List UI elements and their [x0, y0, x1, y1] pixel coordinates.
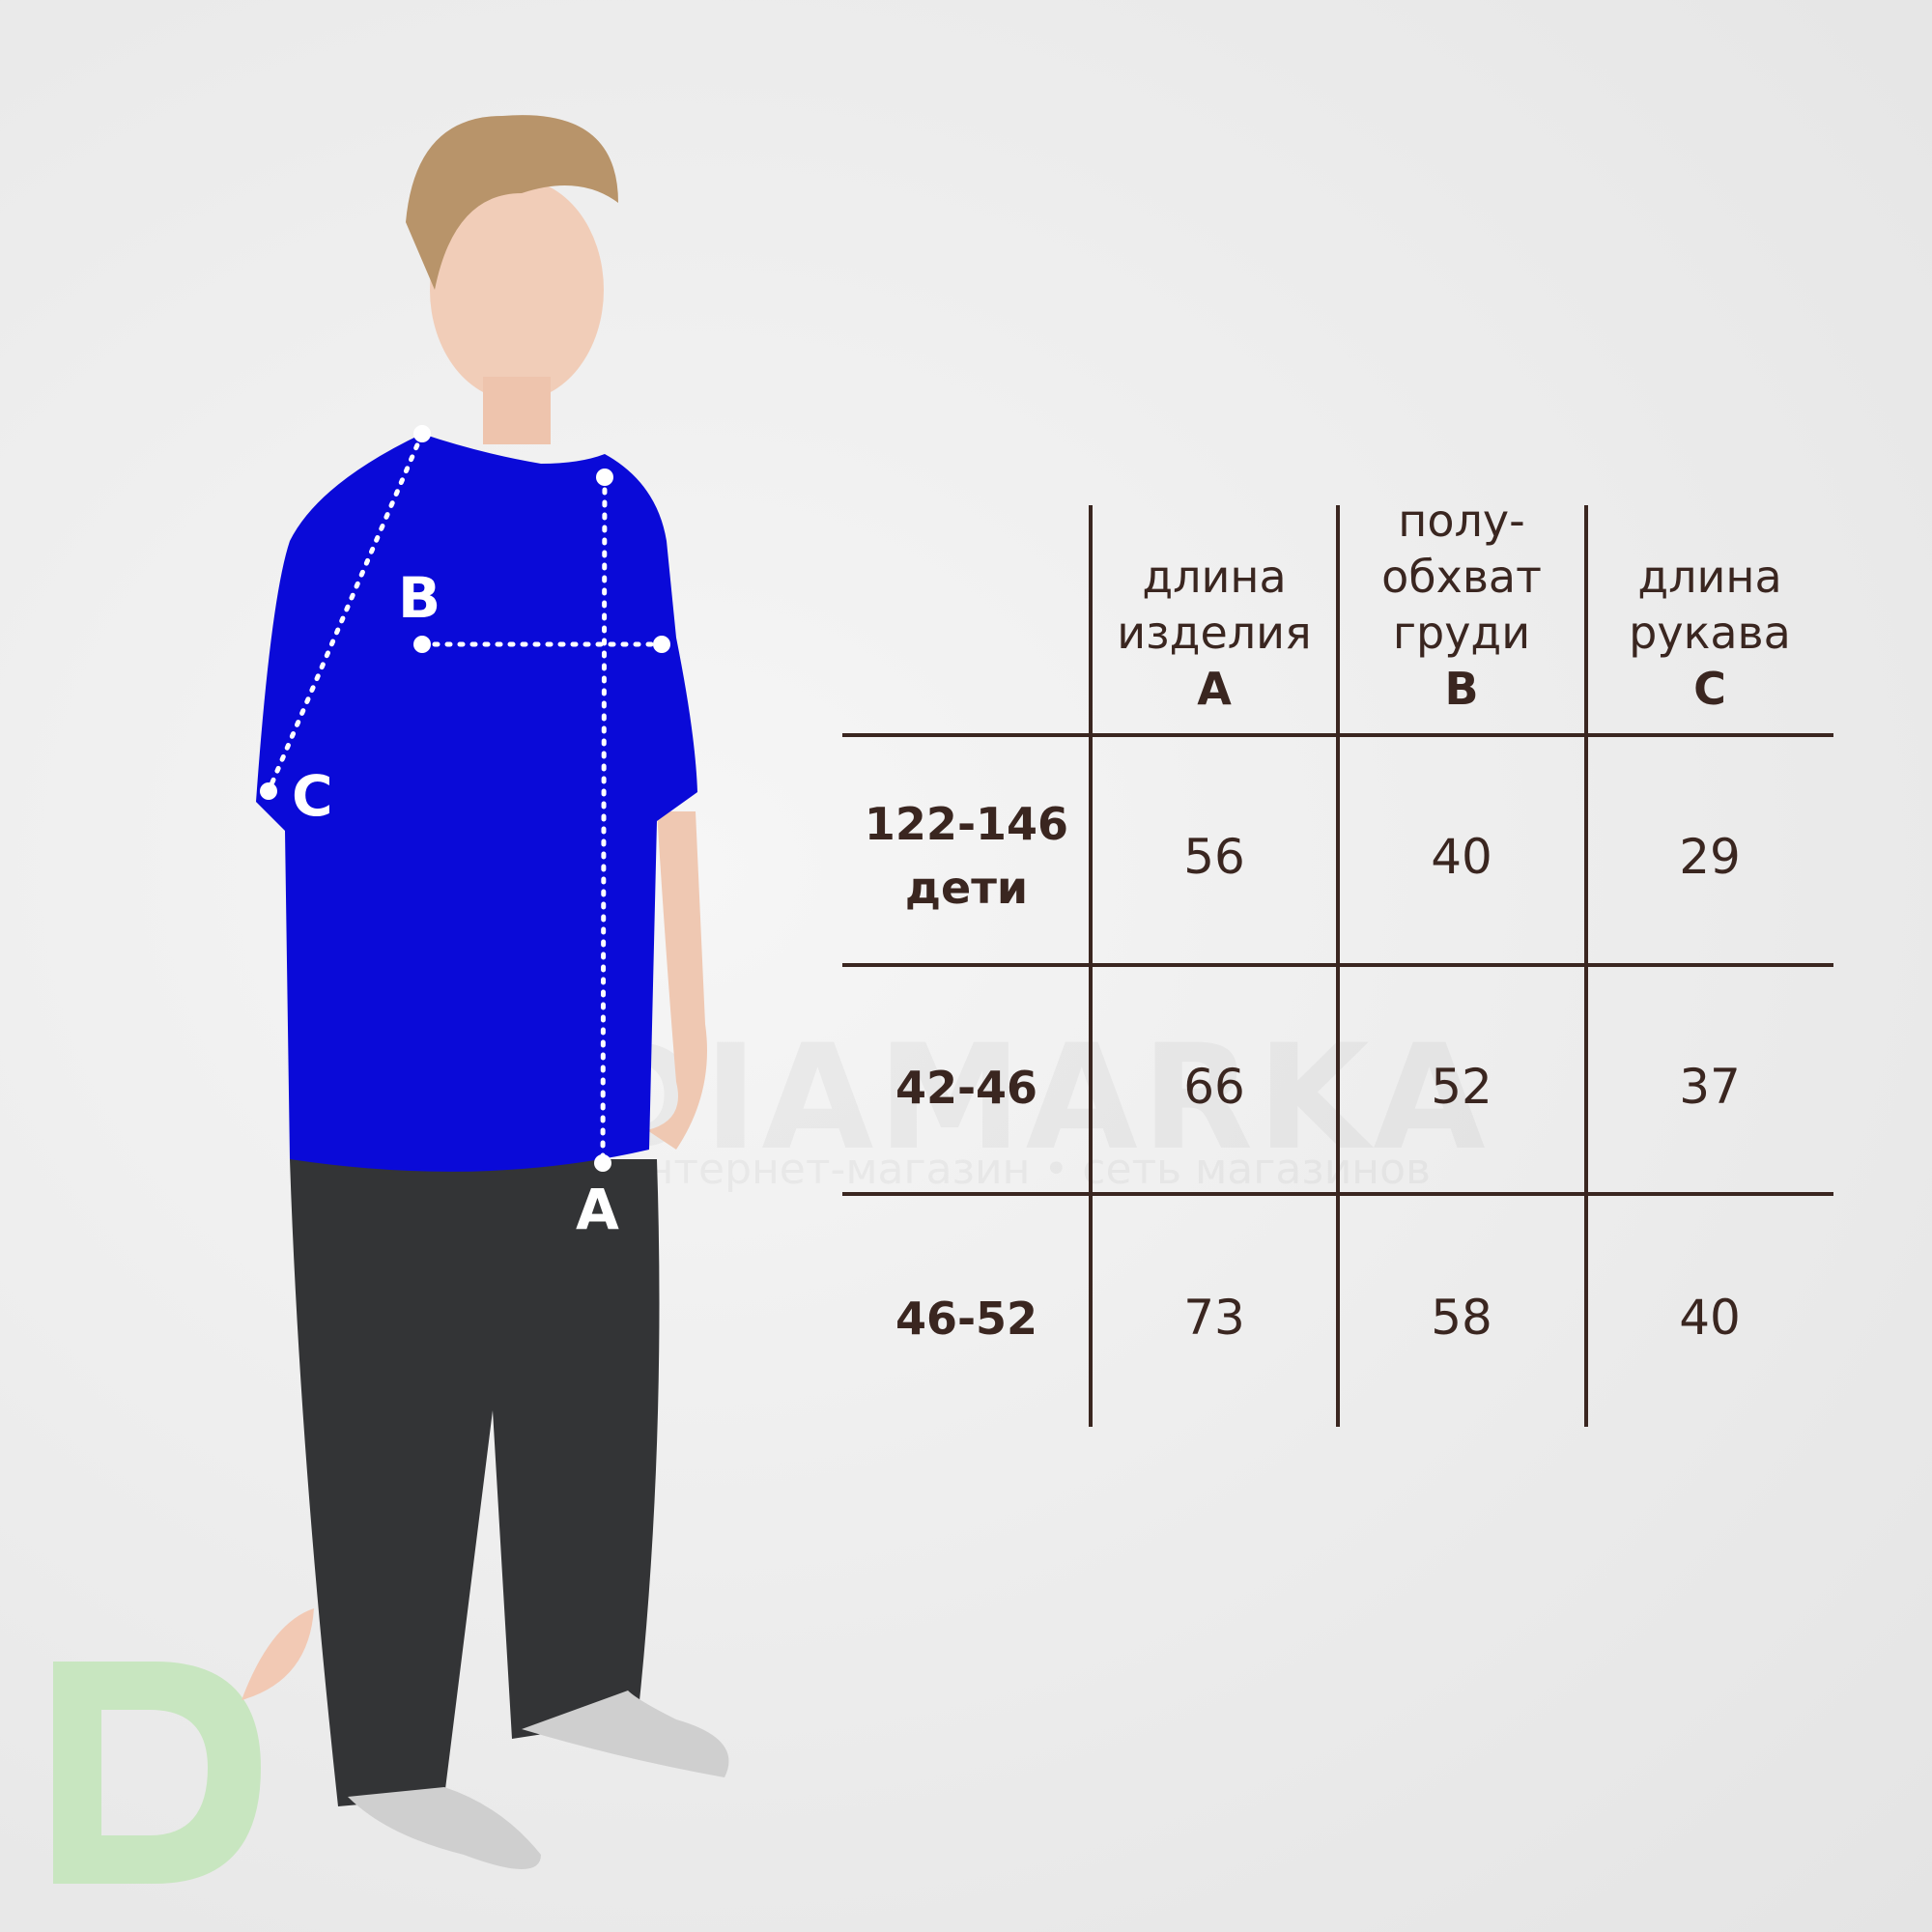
cell-sleeve: 29 — [1679, 829, 1741, 885]
row-size-label: 46-52 — [895, 1293, 1038, 1345]
marker-dot — [596, 469, 613, 486]
marker-dot — [653, 636, 670, 653]
column-header-length: длина изделия A — [1117, 551, 1312, 715]
neck — [483, 377, 551, 444]
marker-dot — [260, 782, 277, 800]
t-shirt — [256, 434, 697, 1172]
length-measure-line — [600, 474, 608, 1166]
column-header-sleeve: длина рукава C — [1629, 551, 1791, 715]
marker-label-a: A — [576, 1177, 619, 1242]
logo-d — [53, 1662, 261, 1884]
marker-label-b: B — [398, 565, 441, 631]
watermark-brand: DIAMARKA — [580, 1014, 1490, 1182]
right-sock — [522, 1690, 729, 1777]
logo-leaf — [242, 1608, 314, 1700]
right-arm — [647, 811, 707, 1150]
pants — [290, 1159, 660, 1806]
cell-sleeve: 37 — [1679, 1059, 1741, 1115]
marker-dot — [413, 425, 431, 442]
cell-length: 56 — [1183, 829, 1245, 885]
cell-chest: 40 — [1431, 829, 1492, 885]
watermark-tagline: интернет-магазин • сеть магазинов — [618, 1145, 1431, 1194]
model-photo — [256, 115, 729, 1869]
row-size-label: 42-46 — [895, 1062, 1038, 1114]
column-header-chest: полу- обхват груди B — [1381, 495, 1542, 715]
cell-chest: 58 — [1431, 1290, 1492, 1346]
table-divider — [842, 733, 1833, 737]
table-divider — [842, 963, 1833, 967]
table-divider — [842, 1192, 1833, 1196]
marker-label-c: C — [292, 763, 333, 829]
sleeve-measure-line — [266, 431, 425, 794]
marker-dot — [413, 636, 431, 653]
hair — [406, 115, 618, 290]
head — [430, 179, 604, 401]
cell-length: 66 — [1183, 1059, 1245, 1115]
cell-chest: 52 — [1431, 1059, 1492, 1115]
cell-length: 73 — [1183, 1290, 1245, 1346]
left-sock — [348, 1787, 541, 1869]
cell-sleeve: 40 — [1679, 1290, 1741, 1346]
row-size-label: 122-146 дети — [864, 798, 1069, 914]
brand-logo — [53, 1608, 314, 1884]
marker-dot — [594, 1154, 611, 1172]
